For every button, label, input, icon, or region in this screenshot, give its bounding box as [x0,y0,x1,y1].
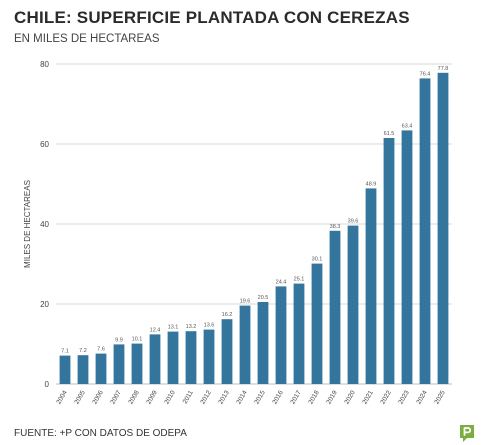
data-label-2019: 38.3 [330,224,341,230]
bar-2023 [401,130,413,384]
bar-2022 [383,138,395,384]
bar-2014 [239,305,251,384]
y-tick-label: 40 [40,220,49,229]
x-tick-label-2010: 2010 [163,389,176,405]
data-label-2020: 39.6 [348,219,359,225]
bar-2008 [131,343,143,384]
x-tick-label-2019: 2019 [325,389,338,405]
x-tick-label-2023: 2023 [397,389,410,405]
x-tick-label-2006: 2006 [91,389,104,405]
bar-2004 [59,355,71,384]
data-label-2024: 76.4 [420,71,431,77]
chart-title: CHILE: SUPERFICIE PLANTADA CON CEREZAS [14,8,410,27]
data-label-2004: 7.1 [61,349,69,355]
x-tick-label-2011: 2011 [182,389,195,405]
data-label-2023: 63.4 [402,123,413,129]
y-tick-label: 80 [40,60,49,69]
bar-2020 [347,225,359,384]
data-label-2006: 7.6 [97,347,105,353]
x-tick-label-2017: 2017 [289,389,302,405]
bar-2021 [365,188,377,384]
x-tick-label-2018: 2018 [307,389,320,405]
x-tick-label-2013: 2013 [217,389,230,405]
x-tick-label-2008: 2008 [127,389,140,405]
x-tick-label-2015: 2015 [253,389,266,405]
bar-2010 [167,331,179,384]
x-tick-label-2009: 2009 [145,389,158,405]
bars [59,72,449,385]
data-labels: 7.1 7.2 7.6 9.9 10.1 12.4 13.1 13.2 13.6 16.2 19.6… [61,66,448,355]
data-label-2025: 77.8 [438,66,449,72]
data-label-2007: 9.9 [115,337,123,343]
x-tick-label-2024: 2024 [415,389,428,405]
data-label-2017: 25.1 [294,277,305,283]
bar-2012 [203,329,215,384]
bar-2005 [77,355,89,384]
data-label-2018: 30.1 [312,257,323,263]
bar-2009 [149,334,161,384]
x-axis-ticks: 2004 2005 2006 2007 2008 2009 2010 2011 2012 2013… [55,389,446,405]
data-label-2011: 13.2 [186,324,197,330]
x-tick-label-2021: 2021 [361,389,374,405]
x-tick-label-2016: 2016 [271,389,284,405]
bar-2011 [185,331,197,384]
data-label-2012: 13.6 [204,323,215,329]
chart-subtitle: EN MILES DE HECTAREAS [14,33,160,45]
p-logo-icon[interactable] [459,424,475,443]
bar-2018 [311,263,323,384]
x-tick-label-2007: 2007 [109,389,122,405]
data-label-2008: 10.1 [132,337,143,343]
x-tick-label-2004: 2004 [55,389,68,405]
bar-2015 [257,302,269,384]
data-label-2022: 61.5 [384,131,395,137]
x-tick-label-2025: 2025 [433,389,446,405]
y-tick-label: 60 [40,140,49,149]
data-label-2021: 48.9 [366,181,377,187]
bar-2016 [275,286,287,384]
x-tick-label-2022: 2022 [379,389,392,405]
bar-2025 [437,72,449,385]
bar-chart: 0 20 40 60 80 MILES DE HECTAREAS 7.1 7.2 7.6 9.… [23,60,452,406]
data-label-2009: 12.4 [150,327,161,333]
data-label-2014: 19.6 [240,299,251,305]
x-tick-label-2014: 2014 [235,389,248,405]
bar-2007 [113,344,125,384]
y-tick-label: 20 [40,300,49,309]
x-tick-label-2020: 2020 [343,389,356,405]
bar-2013 [221,319,233,384]
x-tick-label-2005: 2005 [73,389,86,405]
y-tick-label: 0 [45,380,50,389]
x-tick-label-2012: 2012 [199,389,212,405]
bar-2024 [419,78,431,385]
data-label-2005: 7.2 [79,348,87,354]
bar-2006 [95,353,107,384]
data-label-2016: 24.4 [276,279,287,285]
y-axis-label: MILES DE HECTAREAS [23,180,32,268]
data-label-2013: 16.2 [222,312,233,318]
y-axis-ticks: 0 20 40 60 80 [40,60,49,389]
source-note: FUENTE: +P CON DATOS DE ODEPA [14,428,187,439]
bar-2017 [293,283,305,384]
data-label-2015: 20.5 [258,295,269,301]
data-label-2010: 13.1 [168,325,179,331]
bar-2019 [329,230,341,384]
